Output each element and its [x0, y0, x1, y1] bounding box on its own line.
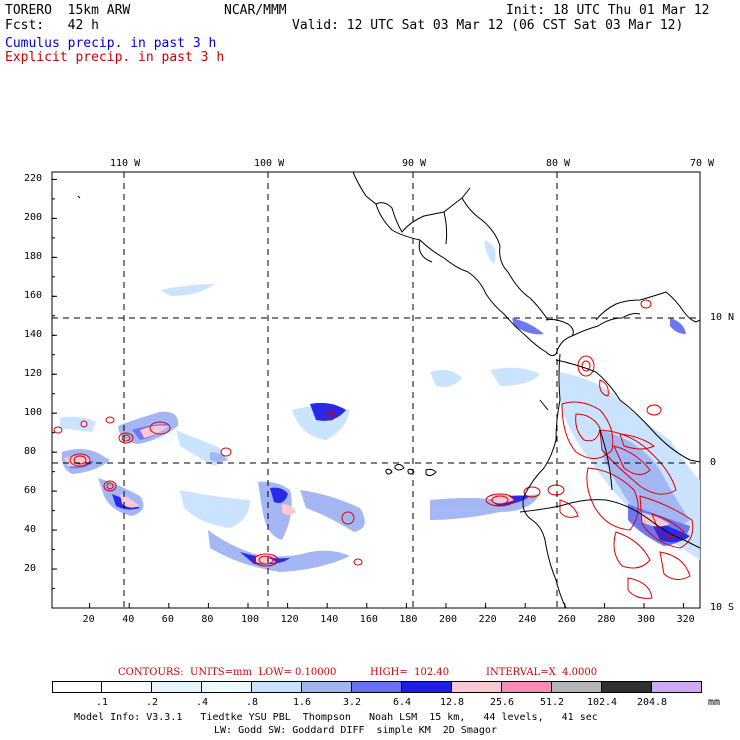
contour-high: HIGH= 102.40 [370, 667, 450, 678]
colorbar-cell [252, 681, 302, 693]
colorbar-label: 3.2 [342, 697, 362, 708]
colorbar-label: 51.2 [539, 697, 565, 708]
x-tick-label: 180 [399, 614, 418, 625]
y-tick-label: 180 [24, 251, 43, 263]
lon-label-70w: 70 W [690, 158, 715, 169]
colorbar-label: 1.6 [292, 697, 312, 708]
x-tick-label: 80 [201, 614, 214, 625]
colorbar-label: 6.4 [392, 697, 412, 708]
field-explicit-label: Explicit precip. in past 3 h [5, 50, 225, 65]
colorbar-label: .2 [145, 697, 159, 708]
x-tick-label: 120 [280, 614, 299, 625]
y-tick-label: 220 [24, 173, 43, 185]
lon-label-90w: 90 W [402, 158, 427, 169]
colorbar-label: 102.4 [586, 697, 618, 708]
x-tick-label: 20 [82, 614, 95, 625]
colorbar-label: .1 [95, 697, 109, 708]
lon-label-110w: 110 W [110, 158, 141, 169]
x-tick-label: 200 [439, 614, 458, 625]
x-tick-label: 260 [557, 614, 576, 625]
model-title: TORERO 15km ARW [5, 3, 131, 18]
colorbar-cell [352, 681, 402, 693]
y-tick-label: 140 [24, 329, 43, 341]
lon-label-80w: 80 W [546, 158, 571, 169]
init-time: Init: 18 UTC Thu 01 Mar 12 [506, 3, 710, 18]
y-tick-label: 120 [24, 368, 43, 380]
x-tick-label: 100 [241, 614, 260, 625]
y-tick-label: 40 [24, 524, 37, 536]
y-tick-label: 20 [24, 563, 37, 575]
x-tick-label: 140 [320, 614, 339, 625]
colorbar-cell [302, 681, 352, 693]
lat-label-10s: 10 S [710, 602, 735, 613]
forecast-hour: Fcst: 42 h [5, 18, 99, 33]
colorbar-cell [152, 681, 202, 693]
colorbar-cell [402, 681, 452, 693]
explicit-precip-contours [53, 299, 694, 599]
colorbar-unit: mm [708, 697, 721, 708]
lon-label-100w: 100 W [254, 158, 285, 169]
y-tick-label: 160 [24, 290, 43, 302]
colorbar-cell [602, 681, 652, 693]
colorbar-label: .4 [195, 697, 209, 708]
contour-interval: INTERVAL=X 4.0000 [486, 667, 598, 678]
coastline-borders [77, 171, 701, 609]
colorbar-label: 12.8 [439, 697, 465, 708]
field-cumulus-label: Cumulus precip. in past 3 h [5, 36, 217, 51]
x-tick-label: 320 [676, 614, 695, 625]
x-tick-label: 60 [161, 614, 174, 625]
axis-ticks [52, 178, 685, 608]
colorbar-outline [52, 681, 702, 693]
graticule [52, 172, 700, 608]
center-name: NCAR/MMM [224, 3, 287, 18]
colorbar-cell [202, 681, 252, 693]
y-tick-label: 80 [24, 446, 37, 458]
lat-label-10n: 10 N [710, 312, 735, 323]
colorbar-cell [52, 681, 102, 693]
x-tick-label: 40 [122, 614, 135, 625]
colorbar-cell [102, 681, 152, 693]
colorbar-cell [552, 681, 602, 693]
colorbar-label: 25.6 [489, 697, 515, 708]
x-tick-label: 160 [359, 614, 378, 625]
lat-label-0: 0 [710, 457, 717, 468]
x-tick-label: 280 [597, 614, 616, 625]
physics-info: LW: Godd SW: Goddard DIFF simple KM 2D S… [214, 725, 497, 736]
contour-units: CONTOURS: UNITS=mm LOW= 0.10000 [118, 667, 337, 678]
colorbar-label: .8 [245, 697, 259, 708]
valid-time: Valid: 12 UTC Sat 03 Mar 12 (06 CST Sat … [292, 18, 684, 33]
y-tick-label: 100 [24, 407, 43, 419]
x-tick-label: 220 [478, 614, 497, 625]
colorbar-cell [452, 681, 502, 693]
model-info: Model Info: V3.3.1 Tiedtke YSU PBL Thomp… [74, 712, 598, 723]
y-tick-label: 200 [24, 212, 43, 224]
colorbar-cell [502, 681, 552, 693]
x-tick-label: 240 [518, 614, 537, 625]
x-tick-label: 300 [637, 614, 656, 625]
y-tick-label: 60 [24, 485, 37, 497]
colorbar-label: 204.8 [636, 697, 668, 708]
